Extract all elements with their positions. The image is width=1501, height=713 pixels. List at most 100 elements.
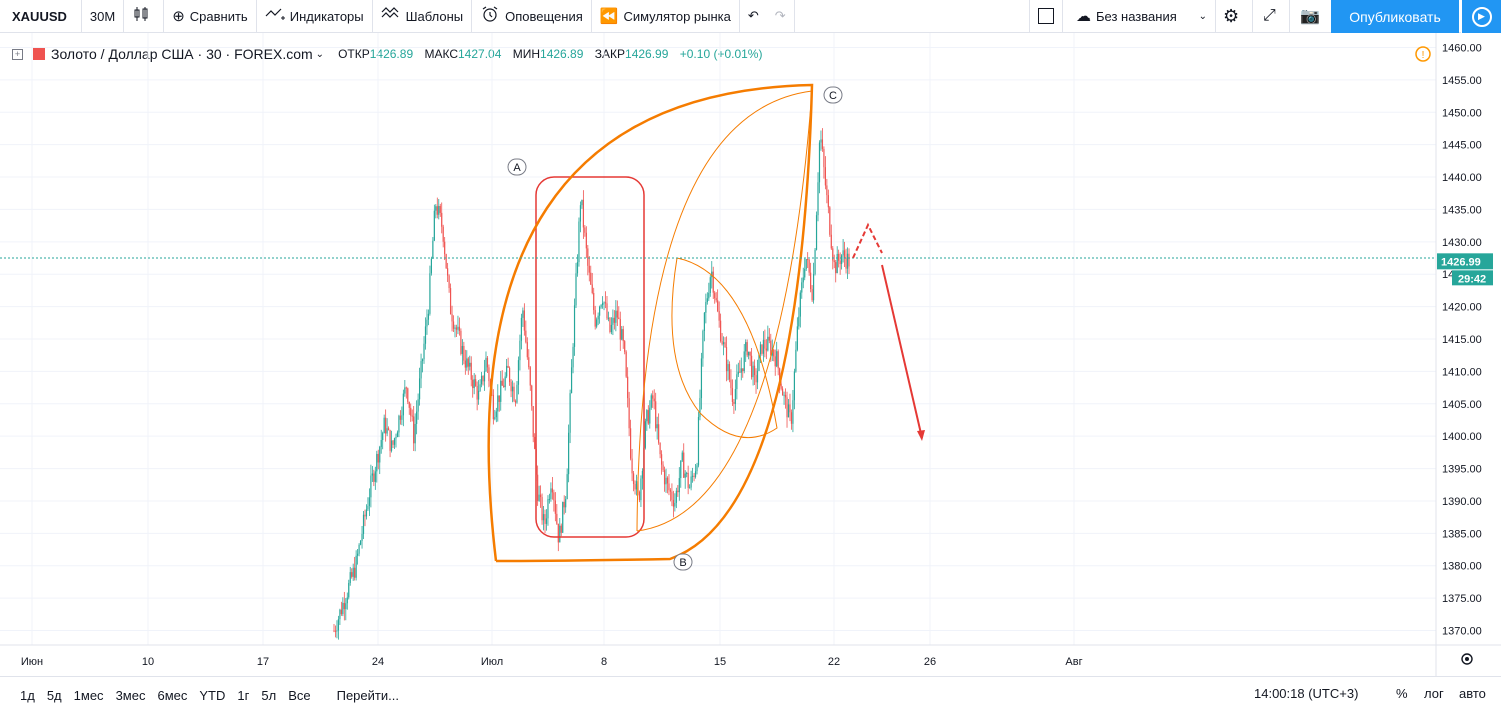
candle [686, 471, 688, 478]
candle [796, 317, 798, 352]
candle [591, 272, 593, 295]
candle [337, 615, 340, 640]
rectangle-drawing[interactable] [535, 176, 645, 538]
warning-icon[interactable]: ! [1415, 46, 1431, 62]
candle [706, 292, 708, 305]
candle [615, 300, 617, 332]
log-scale-toggle[interactable]: лог [1424, 686, 1444, 701]
chart-settings-icon[interactable] [1461, 653, 1473, 665]
candle [510, 379, 512, 398]
label-b[interactable]: B [673, 553, 693, 571]
price-chart[interactable]: A B C ! 1460.00 1455.00 1450.00 1445.00 1440… [0, 33, 1501, 676]
candle [511, 380, 514, 403]
fullscreen-square-button[interactable] [1029, 0, 1063, 33]
candle [846, 247, 849, 280]
plus-circle-icon: ⊕ [172, 8, 185, 25]
range-ytd[interactable]: YTD [199, 687, 226, 703]
range-6m[interactable]: 6мес [157, 687, 188, 703]
inner-arc-drawing[interactable] [636, 90, 813, 532]
candle [678, 467, 680, 501]
candle [604, 291, 607, 309]
candle [821, 128, 824, 152]
range-3m[interactable]: 3мес [115, 687, 146, 703]
candle [702, 329, 704, 367]
candle [435, 204, 437, 219]
range-1d[interactable]: 1д [20, 687, 35, 703]
legend-title[interactable]: Золото / Доллар США · 30 · FOREX.com [51, 46, 313, 62]
range-1y[interactable]: 1г [237, 687, 250, 703]
replay-button[interactable]: ⏪ Симулятор рынка [592, 0, 740, 33]
chart-grid [0, 33, 1436, 645]
candle [370, 464, 372, 508]
candles-icon [132, 5, 150, 27]
candle [753, 359, 756, 385]
symbol-search-button[interactable]: XAUUSD [0, 0, 82, 33]
candle [730, 369, 732, 396]
range-5y[interactable]: 5л [261, 687, 277, 703]
candle [666, 476, 669, 494]
candle [826, 178, 828, 204]
svg-text:!: ! [1422, 50, 1425, 61]
label-a[interactable]: A [507, 158, 527, 176]
drawings-layer: A B C [0, 83, 1436, 571]
projection-arrow-up[interactable] [852, 222, 883, 259]
indicators-label: Индикаторы [289, 8, 364, 24]
price-tick-label: 1385.00 [1442, 528, 1482, 540]
candle [504, 372, 506, 391]
candle [579, 201, 582, 233]
undo-button[interactable]: ↶ [740, 0, 767, 33]
candle [444, 237, 446, 261]
legend-chevron-icon[interactable]: ⌄ [315, 48, 325, 60]
ellipse-drawing[interactable] [671, 257, 778, 439]
compare-button[interactable]: ⊕ Сравнить [164, 0, 257, 33]
candle [383, 414, 385, 434]
chart-style-button[interactable] [124, 0, 165, 33]
candle [655, 392, 657, 432]
range-5d[interactable]: 5д [46, 687, 62, 703]
projection-arrow-down[interactable] [881, 264, 923, 439]
candle [410, 403, 412, 422]
redo-button[interactable]: ↷ [767, 0, 795, 33]
time-tick-label: Авг [1065, 656, 1082, 668]
candle [447, 262, 449, 282]
publish-button[interactable]: Опубликовать [1331, 0, 1459, 33]
candle [607, 311, 610, 322]
candle [724, 337, 726, 348]
candle [572, 343, 574, 374]
time-tick-label: 8 [601, 656, 607, 668]
candle [451, 305, 453, 332]
candle [776, 341, 778, 368]
candle [624, 340, 626, 355]
candle [635, 474, 638, 496]
candle [749, 351, 751, 367]
range-1m[interactable]: 1мес [73, 687, 104, 703]
goto-date-button[interactable]: Перейти... [336, 687, 399, 703]
percent-scale-toggle[interactable]: % [1396, 686, 1408, 701]
replay-play-button[interactable]: ▶ [1461, 0, 1501, 33]
candle [476, 381, 478, 411]
candle [405, 386, 407, 399]
range-all[interactable]: Все [288, 687, 311, 703]
candle [452, 315, 455, 333]
expand-legend-icon[interactable]: + [12, 48, 23, 60]
alerts-button[interactable]: Оповещения [472, 0, 592, 33]
auto-scale-toggle[interactable]: авто [1459, 686, 1486, 701]
timezone-clock[interactable]: 14:00:18 (UTC+3) [1254, 686, 1359, 701]
templates-button[interactable]: Шаблоны [373, 0, 473, 33]
candle [827, 189, 829, 214]
candle [348, 579, 350, 600]
layout-name-button[interactable]: ☁ Без названия ⌄ [1068, 0, 1216, 33]
candle [731, 379, 734, 407]
abc-pattern-drawing[interactable] [487, 83, 814, 563]
settings-button[interactable]: ⚙ [1215, 0, 1254, 33]
candle [562, 501, 564, 534]
candle [560, 523, 562, 537]
snapshot-button[interactable]: 📷 [1292, 0, 1333, 33]
label-c[interactable]: C [823, 86, 843, 104]
candle [646, 409, 648, 431]
candle [478, 380, 480, 405]
indicators-button[interactable]: Индикаторы [257, 0, 373, 33]
interval-button[interactable]: 30М [82, 0, 125, 33]
expand-button[interactable]: ⤢ [1255, 0, 1290, 33]
candle [538, 485, 540, 502]
